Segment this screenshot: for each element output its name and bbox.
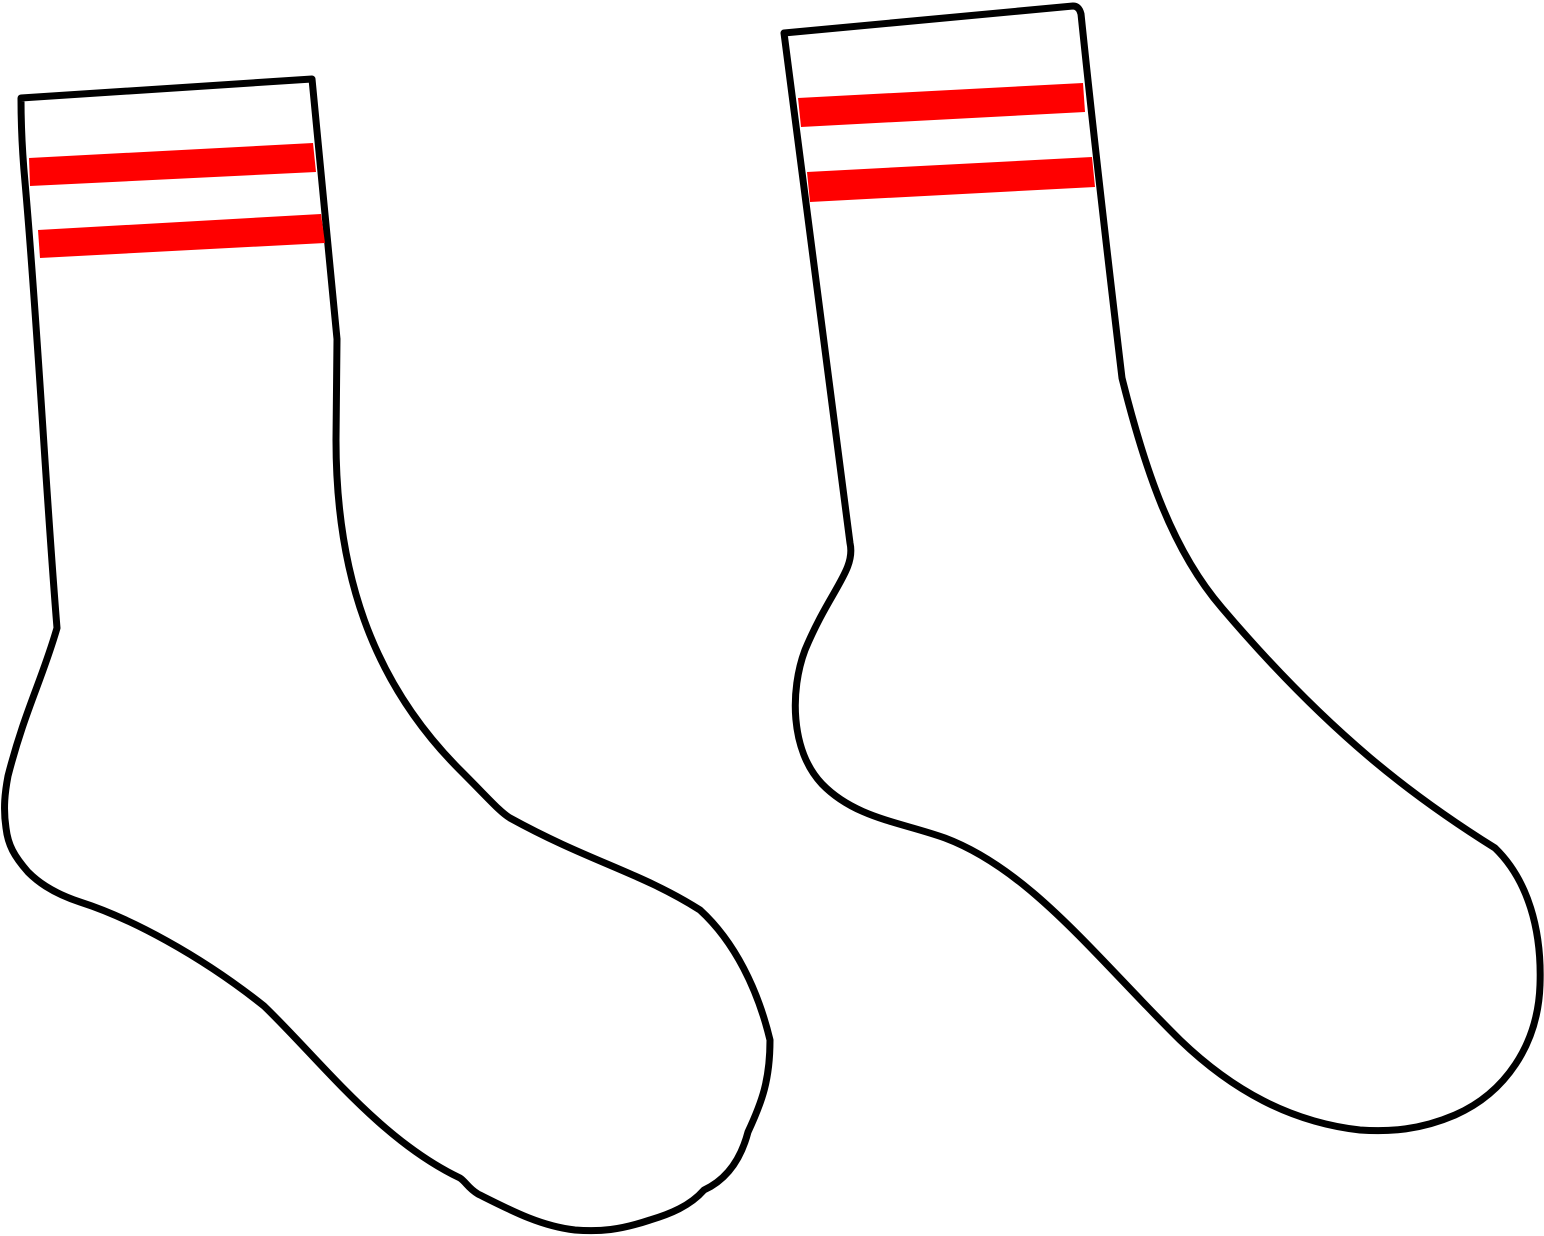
left-sock-outline	[1, 75, 774, 1235]
right-sock-stripe-top	[798, 83, 1085, 127]
right-sock-stripe-bottom	[807, 157, 1095, 202]
right-sock-icon	[780, 2, 1544, 1135]
left-sock-icon	[1, 75, 774, 1235]
left-sock-stripe-bottom	[38, 214, 325, 258]
left-sock-stripe-top	[29, 143, 316, 186]
right-sock-outline	[780, 2, 1544, 1135]
